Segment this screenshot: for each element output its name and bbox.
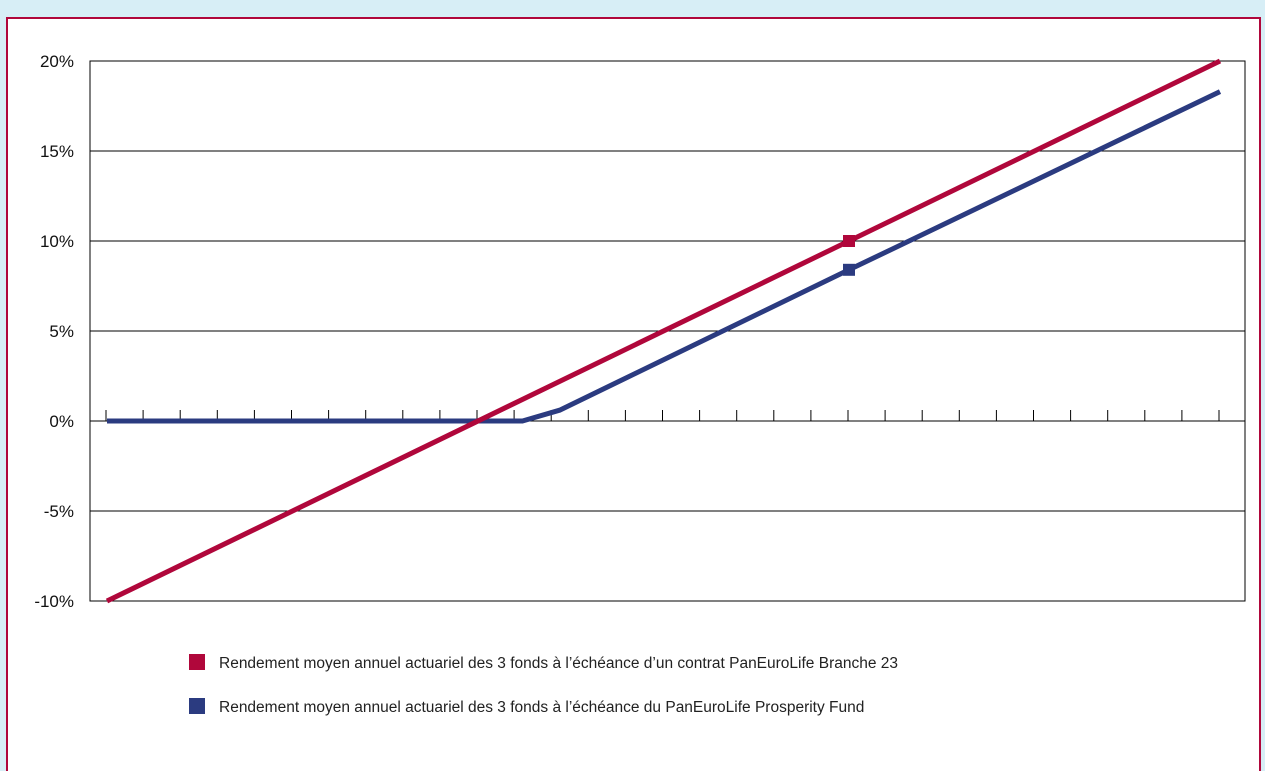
series-markers [843, 235, 855, 276]
y-tick-label: 20% [40, 52, 74, 71]
y-tick-label: -5% [44, 502, 74, 521]
y-tick-label: 5% [49, 322, 74, 341]
marker-branche-23 [843, 235, 855, 247]
legend: Rendement moyen annuel actuariel des 3 f… [189, 654, 898, 716]
y-tick-label: -10% [34, 592, 74, 611]
y-tick-label: 0% [49, 412, 74, 431]
series-line-branche-23 [105, 58, 1222, 604]
legend-swatch [189, 698, 205, 714]
series-lines [105, 58, 1222, 604]
series-line-prosperity-fund [107, 89, 1222, 424]
y-tick-label: 15% [40, 142, 74, 161]
legend-entry-label: Rendement moyen annuel actuariel des 3 f… [219, 655, 898, 672]
legend-entry-label: Rendement moyen annuel actuariel des 3 f… [219, 699, 864, 716]
marker-prosperity-fund [843, 263, 855, 276]
grid-lines [89, 60, 1246, 602]
y-axis-tick-labels: 20% 15% 10% 5% 0% -5% -10% [34, 52, 74, 611]
legend-swatch [189, 654, 205, 670]
y-tick-label: 10% [40, 232, 74, 251]
